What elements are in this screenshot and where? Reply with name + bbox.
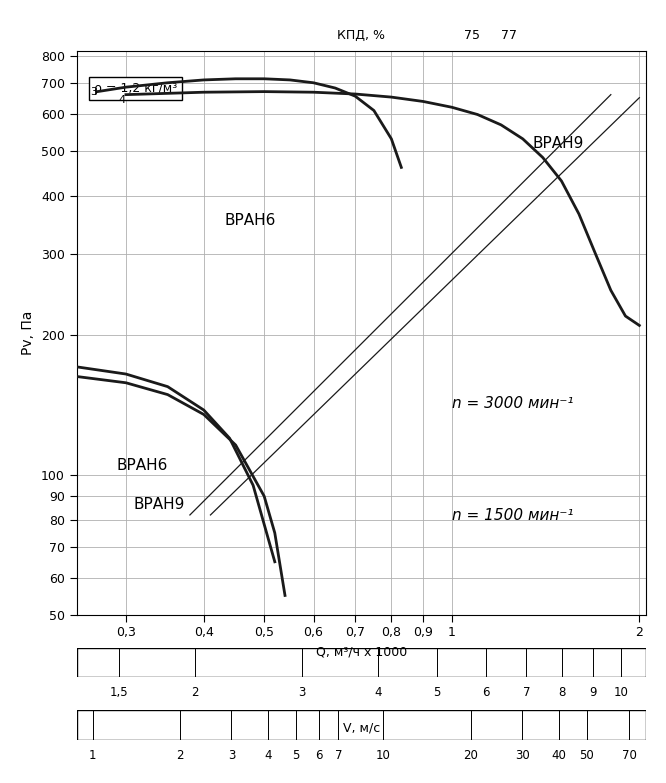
Text: 6: 6 (482, 686, 490, 699)
Text: ρ = 1,2 кг/м³: ρ = 1,2 кг/м³ (94, 82, 177, 95)
Text: 2: 2 (191, 686, 198, 699)
Text: 30: 30 (515, 749, 529, 762)
Text: 3: 3 (228, 749, 235, 762)
Text: n = 3000 мин⁻¹: n = 3000 мин⁻¹ (452, 395, 574, 411)
Text: 1: 1 (89, 749, 97, 762)
Text: 4: 4 (264, 749, 272, 762)
Text: 5: 5 (434, 686, 441, 699)
Text: 10: 10 (613, 686, 628, 699)
Text: 50: 50 (579, 749, 594, 762)
Text: 7: 7 (523, 686, 530, 699)
Text: 70: 70 (622, 749, 637, 762)
Text: 4: 4 (374, 686, 382, 699)
Text: 4: 4 (119, 95, 126, 105)
Text: 9: 9 (589, 686, 597, 699)
X-axis label: Q, м³/ч х 1000: Q, м³/ч х 1000 (316, 645, 407, 658)
Text: 2: 2 (176, 749, 184, 762)
Text: 20: 20 (464, 749, 478, 762)
Text: 75: 75 (464, 30, 480, 42)
Text: 7: 7 (335, 749, 342, 762)
Text: 5: 5 (292, 749, 300, 762)
Text: ВРАН6: ВРАН6 (117, 458, 168, 473)
Text: 10: 10 (376, 749, 391, 762)
Text: 3: 3 (91, 87, 97, 96)
Text: ВРАН9: ВРАН9 (532, 136, 583, 151)
Y-axis label: Pv, Па: Pv, Па (21, 311, 35, 355)
Text: n = 1500 мин⁻¹: n = 1500 мин⁻¹ (452, 508, 574, 524)
Text: 1,5: 1,5 (109, 686, 128, 699)
Text: V, м/с: V, м/с (343, 722, 380, 735)
Text: ВРАН9: ВРАН9 (133, 497, 185, 512)
Text: 8: 8 (558, 686, 565, 699)
Text: 40: 40 (551, 749, 566, 762)
Text: КПД, %: КПД, % (337, 30, 386, 42)
Text: 3: 3 (298, 686, 306, 699)
Text: 77: 77 (501, 30, 517, 42)
Text: ВРАН6: ВРАН6 (224, 212, 276, 228)
Text: 6: 6 (315, 749, 323, 762)
